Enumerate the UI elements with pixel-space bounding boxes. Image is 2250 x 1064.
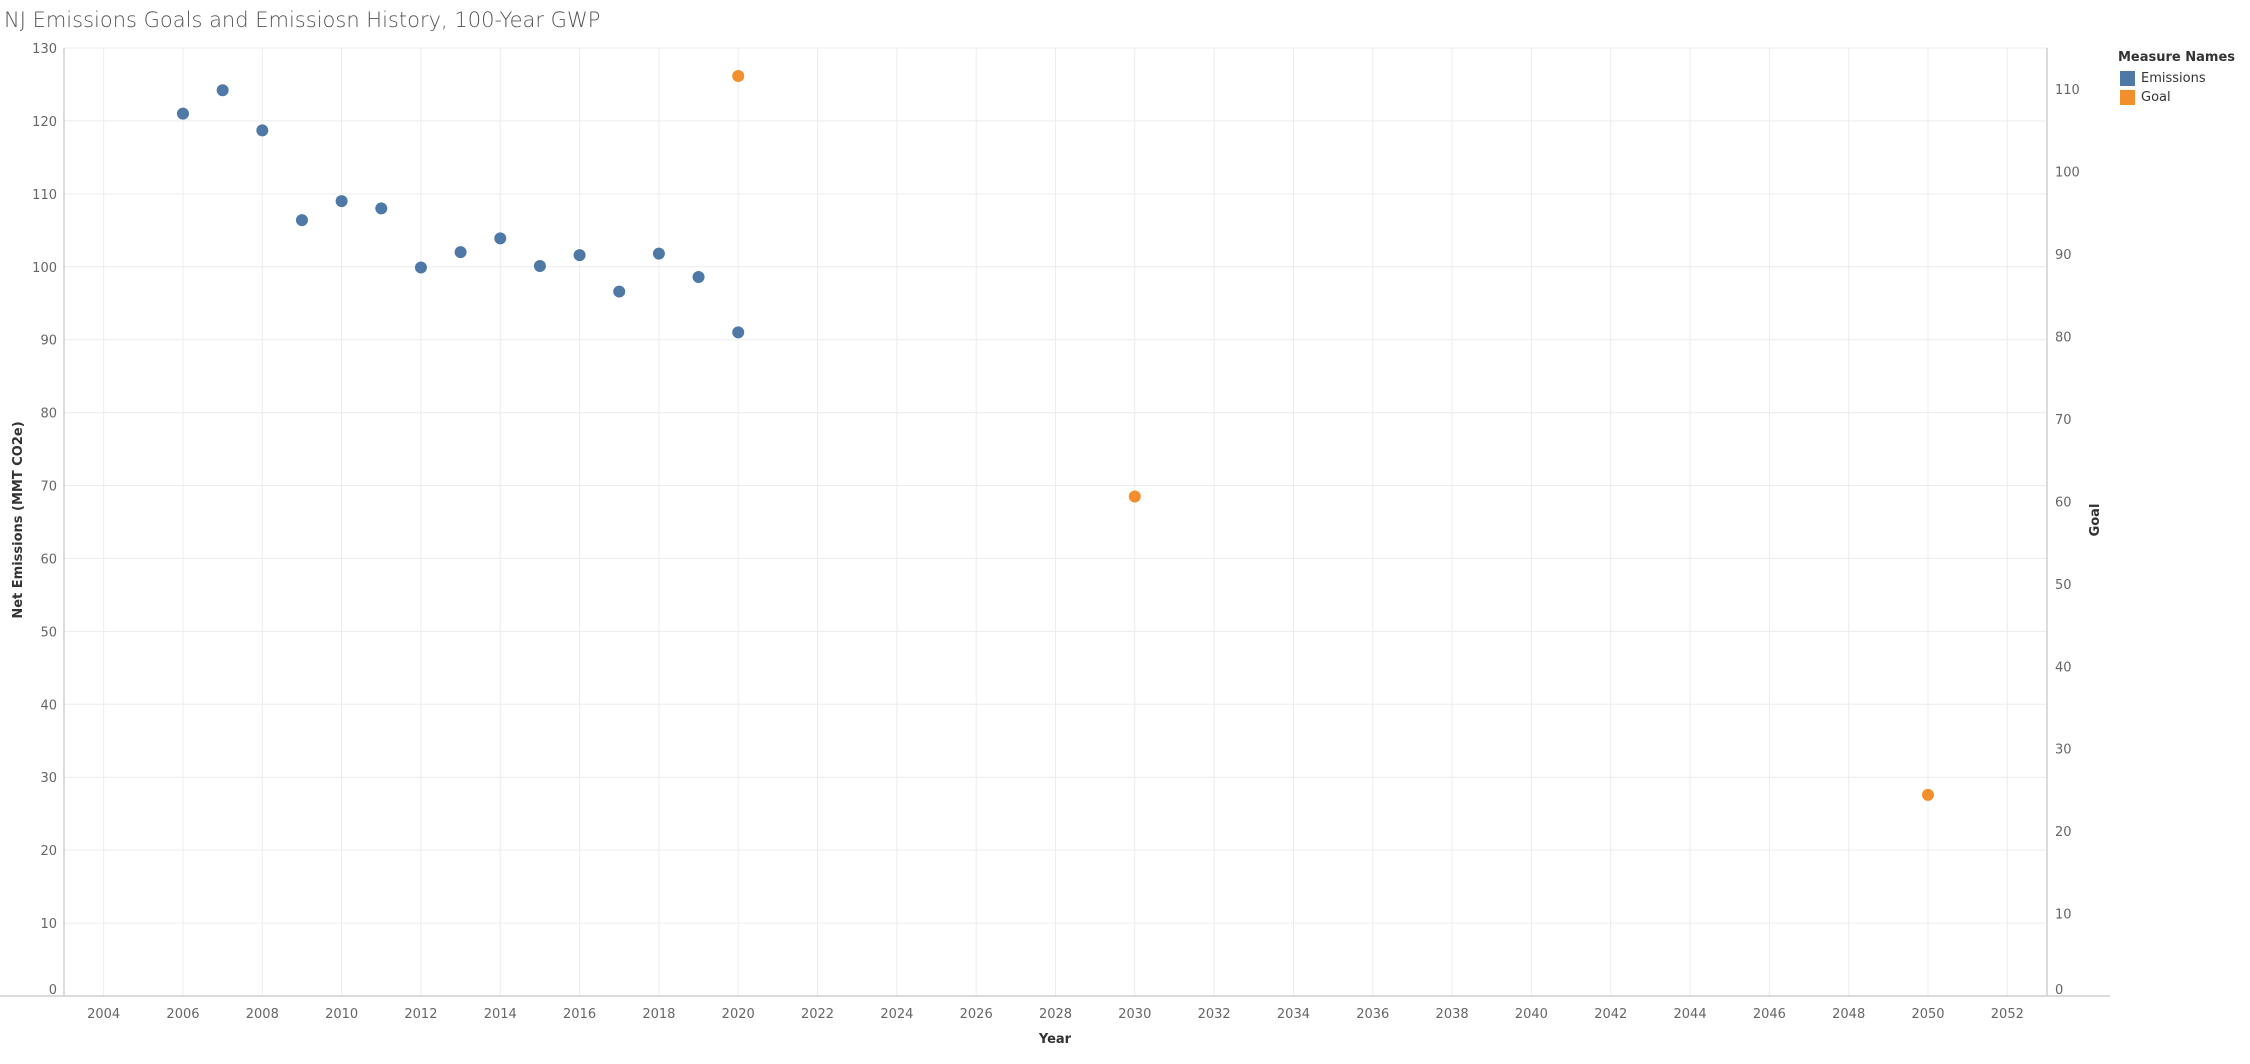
y-left-tick-label: 100 bbox=[32, 261, 57, 276]
y-left-tick-label: 10 bbox=[40, 917, 57, 932]
y-right-tick-label: 30 bbox=[2055, 743, 2072, 758]
x-tick-label: 2006 bbox=[166, 1007, 199, 1022]
legend-label-goal: Goal bbox=[2141, 90, 2171, 105]
x-tick-label: 2014 bbox=[484, 1007, 517, 1022]
point-emissions-2013[interactable] bbox=[454, 246, 467, 259]
y-right-tick-label: 0 bbox=[2055, 983, 2063, 998]
point-goal-2050[interactable] bbox=[1922, 788, 1935, 801]
y-right-tick-label: 60 bbox=[2055, 495, 2072, 510]
y-right-tick-label: 100 bbox=[2055, 166, 2080, 181]
legend-swatch-goal bbox=[2120, 90, 2135, 105]
x-tick-label: 2004 bbox=[87, 1007, 120, 1022]
x-tick-label: 2052 bbox=[1991, 1007, 2024, 1022]
x-tick-label: 2020 bbox=[722, 1007, 755, 1022]
legend-item-emissions[interactable]: Emissions bbox=[2120, 71, 2235, 86]
x-tick-label: 2010 bbox=[325, 1007, 358, 1022]
point-goal-2020[interactable] bbox=[732, 70, 745, 83]
x-tick-label: 2018 bbox=[642, 1007, 675, 1022]
x-tick-label: 2042 bbox=[1594, 1007, 1627, 1022]
x-tick-label: 2046 bbox=[1753, 1007, 1786, 1022]
legend: Measure Names Emissions Goal bbox=[2118, 50, 2235, 105]
y-left-tick-label: 120 bbox=[32, 115, 57, 130]
point-emissions-2018[interactable] bbox=[652, 247, 665, 260]
point-emissions-2017[interactable] bbox=[613, 285, 626, 298]
x-tick-label: 2038 bbox=[1436, 1007, 1469, 1022]
point-emissions-2016[interactable] bbox=[573, 249, 586, 262]
point-emissions-2011[interactable] bbox=[375, 202, 388, 215]
point-emissions-2012[interactable] bbox=[414, 261, 427, 274]
point-emissions-2015[interactable] bbox=[533, 260, 546, 273]
x-axis-title: Year bbox=[1038, 1032, 1072, 1047]
tick-layer: 2004 2006 2008 2010 2012 2014 2016 2018 2020 2022… bbox=[32, 42, 2080, 1022]
y-right-tick-label: 10 bbox=[2055, 908, 2072, 923]
axis-layer bbox=[0, 48, 2110, 997]
y-left-tick-label: 30 bbox=[40, 771, 57, 786]
y-left-tick-label: 90 bbox=[40, 334, 57, 349]
point-emissions-2019[interactable] bbox=[692, 270, 705, 283]
legend-title: Measure Names bbox=[2118, 50, 2236, 65]
y-right-tick-label: 40 bbox=[2055, 660, 2072, 675]
x-tick-label: 2016 bbox=[563, 1007, 596, 1022]
point-emissions-2014[interactable] bbox=[494, 232, 507, 245]
x-tick-label: 2050 bbox=[1911, 1007, 1944, 1022]
x-tick-label: 2008 bbox=[246, 1007, 279, 1022]
point-emissions-2009[interactable] bbox=[295, 214, 308, 227]
y-left-tick-label: 20 bbox=[40, 844, 57, 859]
y-right-tick-label: 110 bbox=[2055, 83, 2080, 98]
x-tick-label: 2036 bbox=[1356, 1007, 1389, 1022]
x-tick-label: 2048 bbox=[1832, 1007, 1865, 1022]
point-emissions-2020[interactable] bbox=[732, 326, 745, 339]
point-emissions-2006[interactable] bbox=[176, 107, 189, 120]
x-tick-label: 2028 bbox=[1039, 1007, 1072, 1022]
x-tick-label: 2024 bbox=[880, 1007, 913, 1022]
chart-title: NJ Emissions Goals and Emissiosn History… bbox=[4, 8, 601, 32]
y-left-tick-label: 110 bbox=[32, 188, 57, 203]
y-right-tick-label: 90 bbox=[2055, 248, 2072, 263]
point-emissions-2010[interactable] bbox=[335, 195, 348, 208]
point-emissions-2008[interactable] bbox=[256, 124, 269, 137]
y-axis-left-title: Net Emissions (MMT CO2e) bbox=[11, 421, 26, 618]
y-right-tick-label: 70 bbox=[2055, 413, 2072, 428]
legend-item-goal[interactable]: Goal bbox=[2120, 90, 2235, 105]
grid-layer bbox=[64, 47, 2047, 996]
x-tick-label: 2044 bbox=[1674, 1007, 1707, 1022]
y-left-tick-label: 60 bbox=[40, 552, 57, 567]
x-tick-label: 2012 bbox=[404, 1007, 437, 1022]
legend-label-emissions: Emissions bbox=[2141, 71, 2206, 86]
point-layer bbox=[176, 70, 1935, 801]
x-tick-label: 2034 bbox=[1277, 1007, 1310, 1022]
legend-swatch-emissions bbox=[2120, 71, 2135, 86]
y-left-tick-label: 70 bbox=[40, 480, 57, 495]
x-tick-label: 2032 bbox=[1198, 1007, 1231, 1022]
y-right-tick-label: 20 bbox=[2055, 825, 2072, 840]
y-left-tick-label: 0 bbox=[49, 983, 57, 998]
y-left-tick-label: 50 bbox=[40, 625, 57, 640]
y-axis-right-title: Goal bbox=[2088, 504, 2103, 537]
y-left-tick-label: 80 bbox=[40, 407, 57, 422]
x-tick-label: 2040 bbox=[1515, 1007, 1548, 1022]
point-goal-2030[interactable] bbox=[1128, 490, 1141, 503]
point-emissions-2007[interactable] bbox=[216, 84, 229, 97]
y-right-tick-label: 80 bbox=[2055, 331, 2072, 346]
x-tick-label: 2022 bbox=[801, 1007, 834, 1022]
y-left-tick-label: 40 bbox=[40, 698, 57, 713]
x-tick-label: 2030 bbox=[1118, 1007, 1151, 1022]
y-right-tick-label: 50 bbox=[2055, 578, 2072, 593]
x-tick-label: 2026 bbox=[960, 1007, 993, 1022]
y-left-tick-label: 130 bbox=[32, 42, 57, 57]
